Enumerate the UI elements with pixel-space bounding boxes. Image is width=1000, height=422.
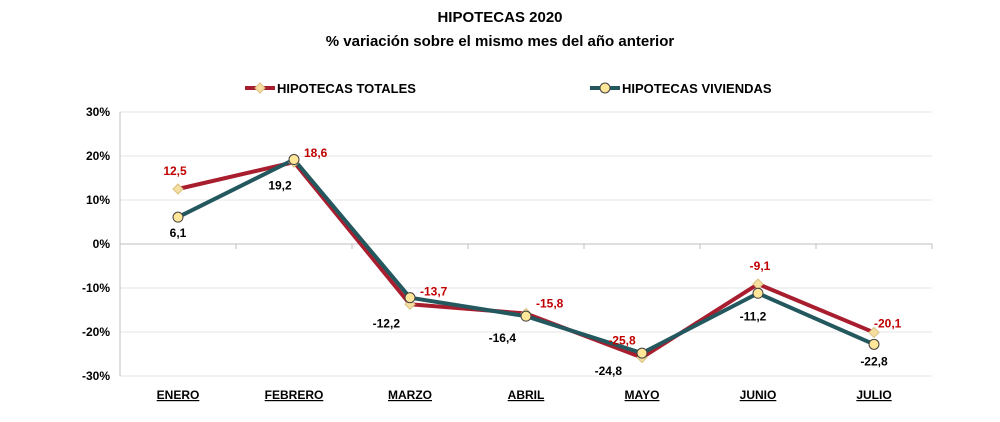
data-point-diamond: [868, 326, 880, 339]
data-label: 12,5: [163, 164, 187, 178]
chart-title: HIPOTECAS 2020: [437, 9, 562, 26]
y-tick-label: 10%: [86, 193, 110, 207]
data-label: -16,4: [489, 331, 517, 345]
data-point-circle: [868, 338, 880, 350]
data-label: 6,1: [170, 226, 187, 240]
y-tick-label: 30%: [86, 105, 110, 119]
data-label: -11,2: [740, 309, 767, 323]
data-label: -15,8: [536, 297, 564, 311]
x-tick-label: ABRIL: [508, 388, 545, 402]
x-tick-label: MARZO: [388, 388, 432, 402]
y-tick-label: 20%: [86, 149, 110, 163]
data-label: -24,8: [595, 364, 623, 378]
y-tick-label: 0%: [93, 237, 111, 251]
data-label: -22,8: [860, 354, 888, 368]
data-point-circle: [288, 154, 300, 166]
y-tick-label: -10%: [82, 281, 110, 295]
legend-label: HIPOTECAS TOTALES: [277, 81, 416, 96]
legend-marker-circle: [599, 82, 611, 94]
data-label: -9,1: [750, 259, 771, 273]
data-label: 19,2: [268, 179, 292, 193]
data-label: 18,6: [304, 146, 328, 160]
data-label: -25,8: [608, 334, 636, 348]
data-point-circle: [404, 292, 416, 304]
y-tick-label: -20%: [82, 325, 110, 339]
data-label: -13,7: [420, 284, 448, 298]
x-tick-label: MAYO: [625, 388, 660, 402]
legend-marker-diamond: [254, 82, 266, 94]
x-tick-label: JULIO: [856, 388, 891, 402]
data-point-circle: [636, 347, 648, 359]
data-point-circle: [520, 310, 532, 322]
y-tick-label: -30%: [82, 369, 110, 383]
data-point-circle: [172, 211, 184, 223]
data-label: -20,1: [874, 316, 902, 330]
x-tick-label: JUNIO: [740, 388, 777, 402]
chart-subtitle: % variación sobre el mismo mes del año a…: [326, 33, 675, 50]
x-tick-label: ENERO: [157, 388, 200, 402]
data-label: -12,2: [373, 317, 401, 331]
legend-label: HIPOTECAS VIVIENDAS: [622, 81, 772, 96]
data-point-circle: [752, 287, 764, 299]
data-point-diamond: [172, 183, 184, 195]
x-tick-label: FEBRERO: [265, 388, 324, 402]
